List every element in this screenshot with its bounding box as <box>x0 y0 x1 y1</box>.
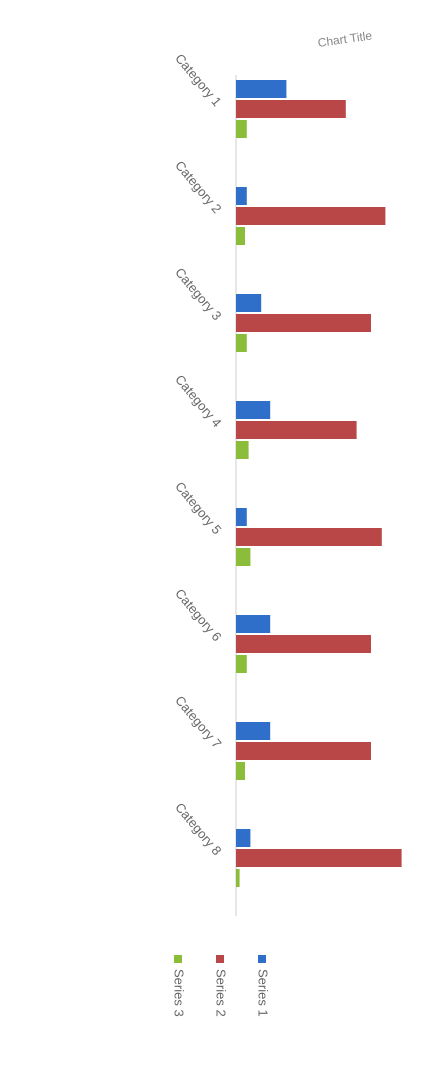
bar <box>236 187 247 205</box>
bar <box>236 528 382 546</box>
bar <box>236 227 245 245</box>
bar <box>236 421 357 439</box>
y-tick-label: Category 6 <box>172 586 224 644</box>
legend-label: Series 3 <box>172 969 187 1017</box>
y-tick-label: Category 3 <box>172 265 224 323</box>
y-tick-label: Category 7 <box>172 693 224 751</box>
bar <box>236 742 371 760</box>
y-tick-label: Category 8 <box>172 800 224 858</box>
bar <box>236 762 245 780</box>
bar <box>236 849 402 867</box>
bar <box>236 314 371 332</box>
bar <box>236 441 249 459</box>
legend-label: Series 2 <box>214 969 229 1017</box>
bar <box>236 655 247 673</box>
bar <box>236 635 371 653</box>
bar <box>236 869 240 887</box>
y-tick-label: Category 4 <box>172 372 224 430</box>
legend-label: Series 1 <box>256 969 271 1017</box>
chart-title: Chart Title <box>317 28 373 50</box>
legend-swatch <box>174 955 182 963</box>
y-tick-label: Category 5 <box>172 479 224 537</box>
bar <box>236 100 346 118</box>
bar <box>236 80 287 98</box>
bar <box>236 334 247 352</box>
bar <box>236 294 262 312</box>
y-tick-label: Category 1 <box>172 51 224 109</box>
legend-swatch <box>216 955 224 963</box>
y-tick-label: Category 2 <box>172 158 224 216</box>
bar <box>236 722 271 740</box>
bar <box>236 120 247 138</box>
legend-swatch <box>258 955 266 963</box>
bar <box>236 548 251 566</box>
bar <box>236 401 271 419</box>
bar <box>236 508 247 526</box>
bar <box>236 615 271 633</box>
bar <box>236 829 251 847</box>
bar <box>236 207 386 225</box>
